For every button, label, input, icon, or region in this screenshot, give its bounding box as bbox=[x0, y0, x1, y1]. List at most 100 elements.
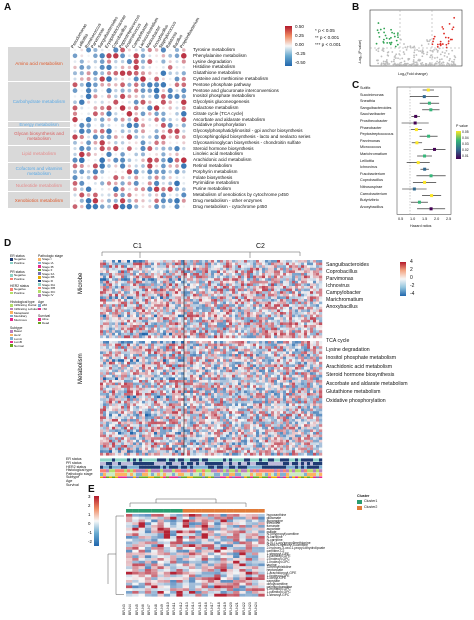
heat-cell bbox=[316, 377, 320, 381]
heat-cell bbox=[109, 288, 113, 292]
heat-cell bbox=[115, 382, 119, 386]
heat-cell bbox=[250, 356, 254, 360]
heat-cell bbox=[229, 304, 233, 307]
heat-cell bbox=[124, 390, 128, 394]
heat-cell bbox=[283, 317, 287, 320]
heat-cell bbox=[166, 359, 170, 362]
heat-cell bbox=[253, 262, 257, 266]
heat-cell bbox=[208, 299, 212, 302]
heat-cell bbox=[310, 354, 314, 357]
dot bbox=[148, 71, 152, 75]
heat-cell bbox=[244, 361, 248, 365]
heat-cell bbox=[124, 332, 128, 336]
heat-cell bbox=[205, 374, 209, 378]
taxon-label: Ichnovirus bbox=[360, 165, 378, 170]
heat-cell bbox=[196, 265, 200, 268]
heat-cell bbox=[307, 280, 311, 284]
heat-cell bbox=[280, 346, 284, 349]
heat-cell bbox=[127, 301, 131, 305]
dot bbox=[94, 158, 97, 162]
heat-cell bbox=[241, 346, 245, 349]
heat-cell bbox=[163, 299, 167, 302]
heat-cell bbox=[178, 283, 182, 287]
heat-cell bbox=[301, 304, 305, 307]
heat-cell bbox=[316, 296, 320, 300]
volcano-point bbox=[382, 50, 385, 53]
heat-cell bbox=[181, 301, 185, 305]
heat-cell bbox=[190, 312, 194, 315]
heat-cell bbox=[169, 262, 173, 266]
dot bbox=[148, 129, 152, 133]
heat-cell bbox=[283, 393, 287, 396]
legend-swatch bbox=[38, 265, 41, 268]
heat-cell bbox=[181, 319, 185, 323]
heat-cell bbox=[193, 346, 197, 349]
heat-cell bbox=[211, 325, 215, 328]
legend-item: Her2 bbox=[14, 333, 21, 337]
heat-cell bbox=[148, 346, 152, 349]
heat-cell bbox=[160, 374, 164, 378]
heat-cell bbox=[262, 364, 266, 368]
heat-cell bbox=[292, 288, 296, 292]
heat-cell bbox=[106, 374, 110, 378]
heat-cell bbox=[172, 385, 176, 388]
volcano-point bbox=[384, 34, 387, 37]
heat-cell bbox=[274, 346, 278, 349]
heat-cell bbox=[151, 351, 155, 355]
heat-cell bbox=[295, 343, 299, 347]
heat-cell bbox=[142, 332, 146, 336]
heat-cell bbox=[223, 262, 227, 266]
heat-cell bbox=[121, 367, 125, 370]
dot bbox=[133, 99, 139, 105]
heat-cell bbox=[193, 293, 197, 297]
heat-cell bbox=[190, 327, 194, 331]
heat-cell bbox=[229, 356, 233, 360]
heat-cell bbox=[214, 359, 218, 362]
heat-cell bbox=[196, 319, 200, 323]
heat-cell bbox=[112, 330, 116, 333]
heat-cell bbox=[172, 280, 176, 284]
heat-cell bbox=[151, 346, 155, 349]
heat-cell bbox=[148, 325, 152, 328]
heat-cell bbox=[160, 278, 164, 281]
heat-cell bbox=[295, 364, 299, 368]
dot bbox=[175, 176, 179, 180]
heat-cell bbox=[208, 367, 212, 370]
volcano-point bbox=[383, 38, 385, 41]
dot bbox=[161, 77, 165, 81]
heat-cell bbox=[268, 288, 272, 292]
heat-cell bbox=[223, 265, 227, 268]
heat-cell bbox=[187, 367, 191, 370]
heat-cell bbox=[280, 364, 284, 368]
heat-cell bbox=[238, 306, 242, 310]
heat-cell bbox=[229, 327, 233, 331]
volcano-point bbox=[380, 55, 383, 58]
heat-cell bbox=[283, 369, 287, 373]
heat-cell bbox=[145, 286, 149, 289]
heat-cell bbox=[214, 385, 218, 388]
heat-cell bbox=[196, 367, 200, 370]
heat-cell bbox=[136, 278, 140, 281]
heat-cell bbox=[226, 361, 230, 365]
heat-cell bbox=[172, 322, 176, 326]
heat-cell bbox=[163, 278, 167, 281]
heat-cell bbox=[157, 367, 161, 370]
heat-cell bbox=[214, 265, 218, 268]
heat-cell bbox=[139, 325, 143, 328]
heat-cell bbox=[124, 278, 128, 281]
heat-cell bbox=[280, 319, 284, 323]
heat-cell bbox=[262, 304, 266, 307]
dot bbox=[80, 48, 84, 52]
legend-tick: 0.05 bbox=[462, 130, 469, 134]
dot bbox=[107, 158, 111, 162]
heat-cell bbox=[160, 387, 164, 391]
dot bbox=[80, 176, 84, 180]
heat-cell bbox=[190, 317, 194, 320]
heat-cell bbox=[142, 380, 146, 383]
heat-cell bbox=[124, 343, 128, 347]
heat-cell bbox=[124, 372, 128, 375]
heat-cell bbox=[118, 322, 122, 326]
heat-cell bbox=[226, 293, 230, 297]
heat-cell bbox=[232, 374, 236, 378]
heat-cell bbox=[220, 319, 224, 323]
